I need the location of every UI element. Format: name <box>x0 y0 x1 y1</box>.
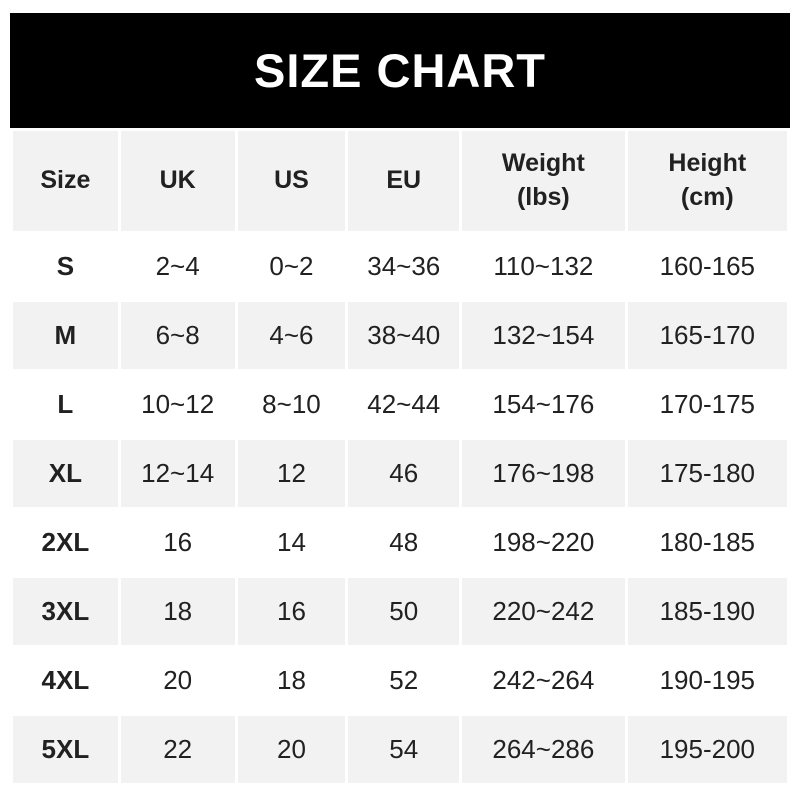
eu-cell: 54 <box>348 716 460 783</box>
column-header-weight: Weight (lbs) <box>462 131 625 231</box>
weight-cell: 154~176 <box>462 371 625 438</box>
eu-cell: 50 <box>348 578 460 645</box>
column-header-eu: EU <box>348 131 460 231</box>
height-cell: 180-185 <box>627 509 787 576</box>
uk-cell: 6~8 <box>120 302 235 369</box>
table-row-xl: XL 12~14 12 46 176~198 175-180 <box>13 440 787 507</box>
title-banner: SIZE CHART <box>10 13 790 128</box>
height-cell: 190-195 <box>627 647 787 714</box>
weight-cell: 242~264 <box>462 647 625 714</box>
height-cell: 195-200 <box>627 716 787 783</box>
us-cell: 16 <box>237 578 346 645</box>
us-cell: 18 <box>237 647 346 714</box>
us-cell: 8~10 <box>237 371 346 438</box>
us-cell: 12 <box>237 440 346 507</box>
us-cell: 20 <box>237 716 346 783</box>
table-row-3xl: 3XL 18 16 50 220~242 185-190 <box>13 578 787 645</box>
size-cell: 3XL <box>13 578 118 645</box>
size-chart-table: Size UK US EU Weight (lbs) Height (cm) S… <box>10 129 790 785</box>
us-cell: 14 <box>237 509 346 576</box>
uk-cell: 20 <box>120 647 235 714</box>
height-cell: 160-165 <box>627 233 787 300</box>
height-cell: 165-170 <box>627 302 787 369</box>
column-header-height: Height (cm) <box>627 131 787 231</box>
header-row: Size UK US EU Weight (lbs) Height (cm) <box>13 131 787 231</box>
eu-cell: 42~44 <box>348 371 460 438</box>
column-header-us: US <box>237 131 346 231</box>
table-body: S 2~4 0~2 34~36 110~132 160-165 M 6~8 4~… <box>13 233 787 783</box>
uk-cell: 12~14 <box>120 440 235 507</box>
us-cell: 4~6 <box>237 302 346 369</box>
size-cell: L <box>13 371 118 438</box>
size-cell: 2XL <box>13 509 118 576</box>
uk-cell: 18 <box>120 578 235 645</box>
eu-cell: 52 <box>348 647 460 714</box>
page-title: SIZE CHART <box>254 44 546 97</box>
table-row-2xl: 2XL 16 14 48 198~220 180-185 <box>13 509 787 576</box>
weight-cell: 176~198 <box>462 440 625 507</box>
size-cell: 5XL <box>13 716 118 783</box>
height-cell: 175-180 <box>627 440 787 507</box>
table-row-4xl: 4XL 20 18 52 242~264 190-195 <box>13 647 787 714</box>
eu-cell: 38~40 <box>348 302 460 369</box>
eu-cell: 34~36 <box>348 233 460 300</box>
eu-cell: 48 <box>348 509 460 576</box>
eu-cell: 46 <box>348 440 460 507</box>
column-header-uk: UK <box>120 131 235 231</box>
uk-cell: 22 <box>120 716 235 783</box>
table-row-s: S 2~4 0~2 34~36 110~132 160-165 <box>13 233 787 300</box>
uk-cell: 10~12 <box>120 371 235 438</box>
us-cell: 0~2 <box>237 233 346 300</box>
size-cell: M <box>13 302 118 369</box>
weight-cell: 110~132 <box>462 233 625 300</box>
table-row-l: L 10~12 8~10 42~44 154~176 170-175 <box>13 371 787 438</box>
size-cell: XL <box>13 440 118 507</box>
height-cell: 170-175 <box>627 371 787 438</box>
weight-cell: 198~220 <box>462 509 625 576</box>
uk-cell: 2~4 <box>120 233 235 300</box>
uk-cell: 16 <box>120 509 235 576</box>
column-header-size: Size <box>13 131 118 231</box>
table-row-5xl: 5XL 22 20 54 264~286 195-200 <box>13 716 787 783</box>
table-row-m: M 6~8 4~6 38~40 132~154 165-170 <box>13 302 787 369</box>
size-cell: 4XL <box>13 647 118 714</box>
weight-cell: 132~154 <box>462 302 625 369</box>
table-header: Size UK US EU Weight (lbs) Height (cm) <box>13 131 787 231</box>
weight-cell: 264~286 <box>462 716 625 783</box>
height-cell: 185-190 <box>627 578 787 645</box>
size-cell: S <box>13 233 118 300</box>
weight-cell: 220~242 <box>462 578 625 645</box>
